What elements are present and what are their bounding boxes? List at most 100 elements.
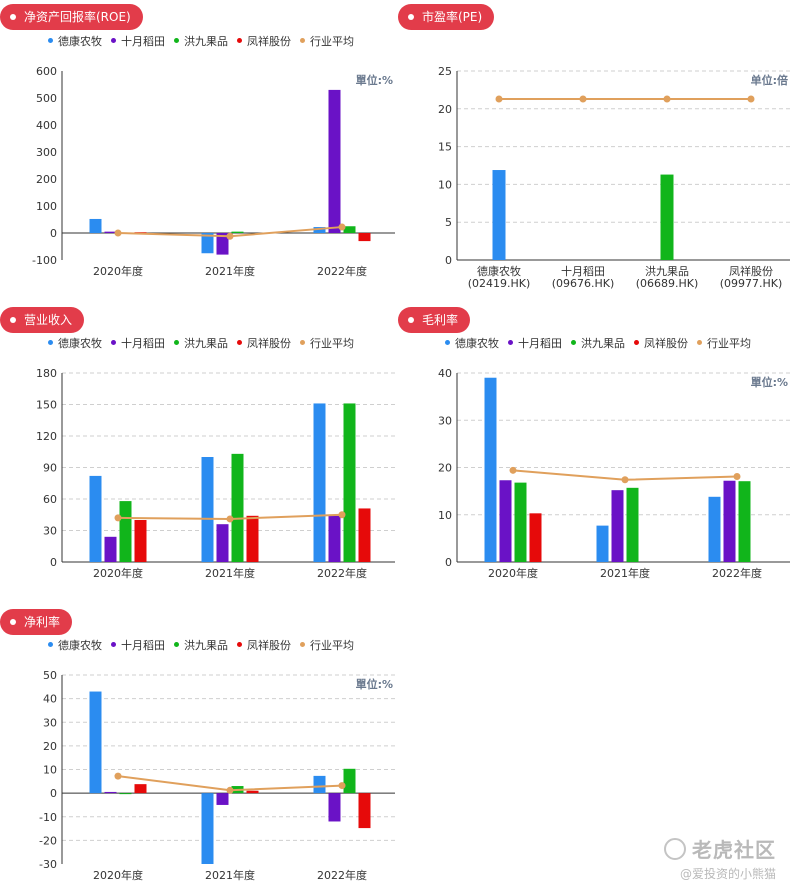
y-tick-label: 150 [36,399,57,412]
bar [597,526,609,562]
y-tick-label: 15 [438,141,452,154]
watermark-author: @爱投资的小熊猫 [664,865,776,882]
chart-panel-roe: 净资产回报率(ROE) 德康农牧 十月稻田 洪九果品 凤祥股份 行业平均 -100 0 10… [0,0,395,300]
tiger-logo-icon [664,838,686,860]
roe-chart: -10001002003004005006002020年度 2021年度 2022年… [0,0,395,300]
revenue-chart: 03060901201501802020年度 2021年度 2022年度 [0,302,395,602]
bar [120,793,132,794]
bar [344,769,356,793]
bar [314,403,326,562]
bar [493,170,506,260]
x-tick-label: 2022年度 [317,264,367,278]
bar [90,219,102,233]
y-tick-label: 20 [438,103,452,116]
average-point [510,467,517,474]
y-tick-label: 200 [36,173,57,186]
bar [217,524,229,562]
bar [329,516,341,562]
y-tick-label: 20 [43,740,57,753]
x-tick-label: 2020年度 [93,566,143,580]
y-tick-label: 300 [36,146,57,159]
bar [344,403,356,562]
y-tick-label: 400 [36,119,57,132]
y-tick-label: 50 [43,669,57,682]
bar [247,791,259,793]
bar [485,378,497,562]
watermark: 老虎社区 @爱投资的小熊猫 [664,834,776,882]
unit-label: 單位:% [751,375,788,389]
bar [739,481,751,562]
y-tick-label: 0 [445,556,452,569]
x-tick-label: 凤祥股份 [729,264,773,278]
bar [314,776,326,793]
y-tick-label: 30 [438,414,452,427]
bar [202,793,214,864]
average-point [115,230,122,237]
y-tick-label: 40 [43,693,57,706]
bar [135,784,147,793]
average-point [339,511,346,518]
x-tick-label: 2021年度 [205,566,255,580]
x-tick-label: 2021年度 [205,264,255,278]
bar [90,692,102,794]
net-margin-chart: -30 -20 -10 0 10 20 30 40 50 2020年度 2021年度 2022年度 單位… [0,604,395,894]
chart-panel-pe: 市盈率(PE) 0 5 10 15 20 25 德康农牧 (02419.HK) 十月稻田 (096… [395,0,790,300]
chart-panel-revenue: 营业收入 德康农牧 十月稻田 洪九果品 凤祥股份 行业平均 0 30 60 90 120 150 1… [0,302,395,602]
y-tick-label: 0 [445,254,452,267]
average-point [664,95,671,102]
y-tick-label: 0 [50,787,57,800]
pe-chart: 0 5 10 15 20 25 德康农牧(02419.HK) 十月稻田(09676.HK) 洪九… [395,0,790,300]
bar [202,457,214,562]
y-tick-label: -10 [39,811,57,824]
y-tick-label: -30 [39,858,57,871]
y-tick-label: 90 [43,462,57,475]
y-tick-label: 30 [43,525,57,538]
y-tick-label: 500 [36,92,57,105]
bar [661,175,674,260]
y-tick-label: 120 [36,430,57,443]
average-point [748,95,755,102]
bar [105,537,117,562]
x-tick-label: 2022年度 [712,566,762,580]
bar [530,513,542,562]
y-tick-label: -20 [39,834,57,847]
average-point [227,233,234,240]
average-point [580,95,587,102]
bar [217,793,229,805]
y-tick-label: -100 [32,254,57,267]
y-tick-label: 60 [43,493,57,506]
average-point [339,224,346,231]
bar [515,483,527,562]
bar [232,232,244,233]
bar [359,233,371,241]
x-tick-label: 洪九果品 [645,264,689,278]
bar [359,508,371,562]
unit-label: 單位:% [356,677,393,691]
x-tick-label: 2021年度 [205,868,255,882]
bar [627,488,639,562]
bar [612,490,624,562]
bar [105,792,117,793]
average-point [339,782,346,789]
average-point [622,476,629,483]
y-tick-label: 10 [438,509,452,522]
gross-margin-chart: 0102030402020年度 2021年度 2022年度單位:% [395,302,790,602]
y-tick-label: 10 [438,178,452,191]
bar [500,480,512,562]
x-tick-label: 2020年度 [93,868,143,882]
y-tick-label: 100 [36,200,57,213]
bar [232,454,244,562]
y-tick-label: 180 [36,367,57,380]
unit-label: 单位:倍 [751,73,788,87]
bar [90,476,102,562]
x-tick-label: 2022年度 [317,566,367,580]
y-tick-label: 30 [43,716,57,729]
y-tick-label: 0 [50,227,57,240]
x-tick-label: 2021年度 [600,566,650,580]
bar [135,520,147,562]
bar [724,481,736,562]
x-tick-label: 2020年度 [93,264,143,278]
watermark-logo: 老虎社区 [664,834,776,863]
average-point [734,473,741,480]
y-tick-label: 5 [445,216,452,229]
